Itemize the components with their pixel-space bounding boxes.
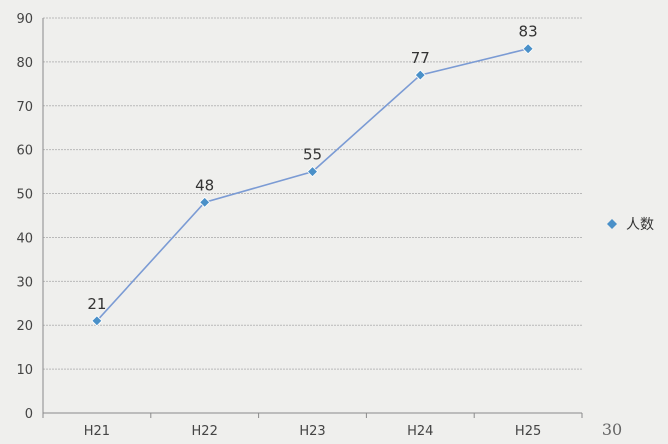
gridlines <box>43 17 582 370</box>
y-tick-label: 0 <box>25 407 33 422</box>
data-label: 55 <box>303 146 322 164</box>
x-tick-label: H24 <box>407 424 433 439</box>
x-tick-labels: H21 H22 H23 H24 H25 <box>84 424 542 439</box>
data-point-marker <box>91 315 103 327</box>
y-tick-label: 30 <box>16 275 33 290</box>
y-tick-label: 10 <box>16 363 33 378</box>
data-point-marker <box>306 166 319 178</box>
data-label: 77 <box>411 49 430 67</box>
series-lines <box>96 47 529 322</box>
y-tick-label: 50 <box>16 188 33 203</box>
data-labels: 21 48 55 77 83 <box>87 23 537 313</box>
axes <box>42 18 583 418</box>
series-line <box>96 47 529 322</box>
data-markers <box>91 43 534 327</box>
data-point-marker <box>414 69 426 81</box>
y-tick-label: 40 <box>16 231 33 246</box>
page-number: 30 <box>602 420 622 439</box>
data-point-marker <box>522 43 534 55</box>
x-tick-label: H25 <box>515 424 541 439</box>
legend: 人数 <box>607 217 654 233</box>
data-label: 83 <box>519 23 538 41</box>
y-tick-label: 90 <box>16 12 33 27</box>
x-tick-label: H21 <box>84 424 110 439</box>
data-label: 21 <box>87 295 106 313</box>
data-point-marker <box>199 196 211 208</box>
legend-label-series: 人数 <box>626 217 654 233</box>
x-tick-label: H23 <box>299 424 325 439</box>
y-tick-label: 70 <box>16 100 33 115</box>
y-tick-labels: 0 10 20 30 40 50 60 70 80 90 <box>16 12 33 422</box>
data-label: 48 <box>195 176 214 194</box>
y-tick-label: 20 <box>16 319 33 334</box>
x-tick-label: H22 <box>192 424 218 439</box>
y-tick-label: 60 <box>16 144 33 159</box>
y-tick-label: 80 <box>16 56 33 71</box>
legend-marker-diamond <box>607 219 617 229</box>
